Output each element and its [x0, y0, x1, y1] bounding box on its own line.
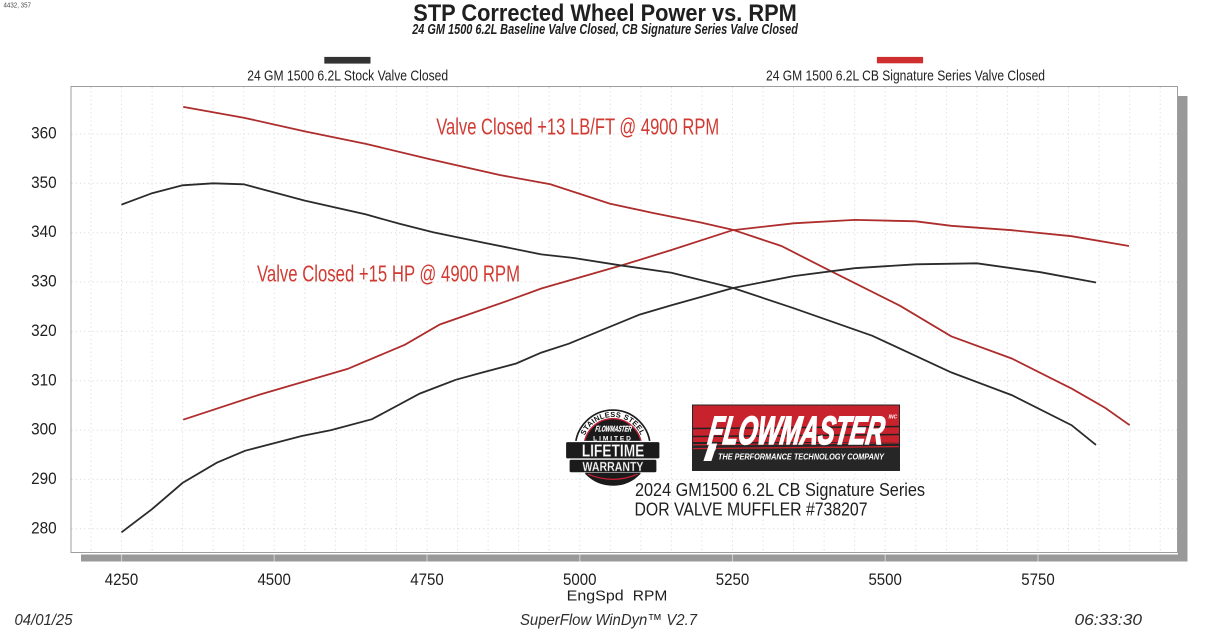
- svg-text:24 GM 1500 6.2L Stock Valve Cl: 24 GM 1500 6.2L Stock Valve Closed: [247, 69, 448, 85]
- svg-text:24 GM 1500 6.2L Baseline Valve: 24 GM 1500 6.2L Baseline Valve Closed, C…: [411, 22, 798, 38]
- svg-text:280: 280: [31, 519, 57, 537]
- svg-text:4500: 4500: [257, 570, 291, 589]
- svg-text:5500: 5500: [868, 570, 902, 589]
- svg-text:290: 290: [31, 470, 57, 488]
- svg-text:310: 310: [31, 371, 57, 389]
- svg-text:5250: 5250: [716, 570, 750, 589]
- svg-text:FLOWMASTER: FLOWMASTER: [595, 426, 633, 434]
- svg-text:4432, 357: 4432, 357: [4, 1, 32, 10]
- svg-text:THE PERFORMANCE TECHNOLOGY COM: THE PERFORMANCE TECHNOLOGY COMPANY: [718, 453, 885, 462]
- svg-text:®: ®: [711, 445, 717, 453]
- svg-text:STP Corrected Wheel Power vs.: STP Corrected Wheel Power vs. RPM: [413, 0, 797, 27]
- svg-text:330: 330: [31, 273, 57, 291]
- svg-text:360: 360: [31, 125, 57, 143]
- svg-text:INC: INC: [889, 415, 898, 421]
- svg-text:SuperFlow WinDyn™ V2.7: SuperFlow WinDyn™ V2.7: [520, 612, 698, 629]
- svg-text:4250: 4250: [105, 570, 139, 589]
- svg-text:300: 300: [31, 421, 57, 439]
- svg-text:24 GM 1500 6.2L CB Signature S: 24 GM 1500 6.2L CB Signature Series Valv…: [766, 69, 1045, 85]
- svg-text:2024 GM1500 6.2L CB Signature: 2024 GM1500 6.2L CB Signature Series: [635, 479, 925, 500]
- svg-text:FLOWMASTER: FLOWMASTER: [706, 409, 888, 453]
- svg-text:320: 320: [31, 322, 57, 340]
- svg-text:DOR VALVE MUFFLER #738207: DOR VALVE MUFFLER #738207: [635, 498, 868, 519]
- svg-text:Valve Closed +13 LB/FT @ 4900: Valve Closed +13 LB/FT @ 4900 RPM: [436, 114, 719, 140]
- svg-text:LIFETIME: LIFETIME: [582, 442, 645, 461]
- svg-text:Valve Closed +15 HP @ 4900 RPM: Valve Closed +15 HP @ 4900 RPM: [257, 261, 520, 287]
- svg-text:EngSpd: EngSpd: [567, 588, 624, 605]
- svg-text:RPM: RPM: [633, 588, 668, 605]
- svg-text:06:33:30: 06:33:30: [1075, 612, 1143, 629]
- svg-text:04/01/25: 04/01/25: [15, 612, 73, 629]
- svg-text:5000: 5000: [563, 570, 597, 589]
- svg-text:340: 340: [31, 223, 57, 241]
- svg-text:350: 350: [31, 174, 57, 192]
- svg-text:WARRANTY: WARRANTY: [583, 459, 644, 474]
- svg-text:LIMITED: LIMITED: [593, 435, 633, 442]
- svg-text:5750: 5750: [1021, 570, 1055, 589]
- svg-text:4750: 4750: [410, 570, 444, 589]
